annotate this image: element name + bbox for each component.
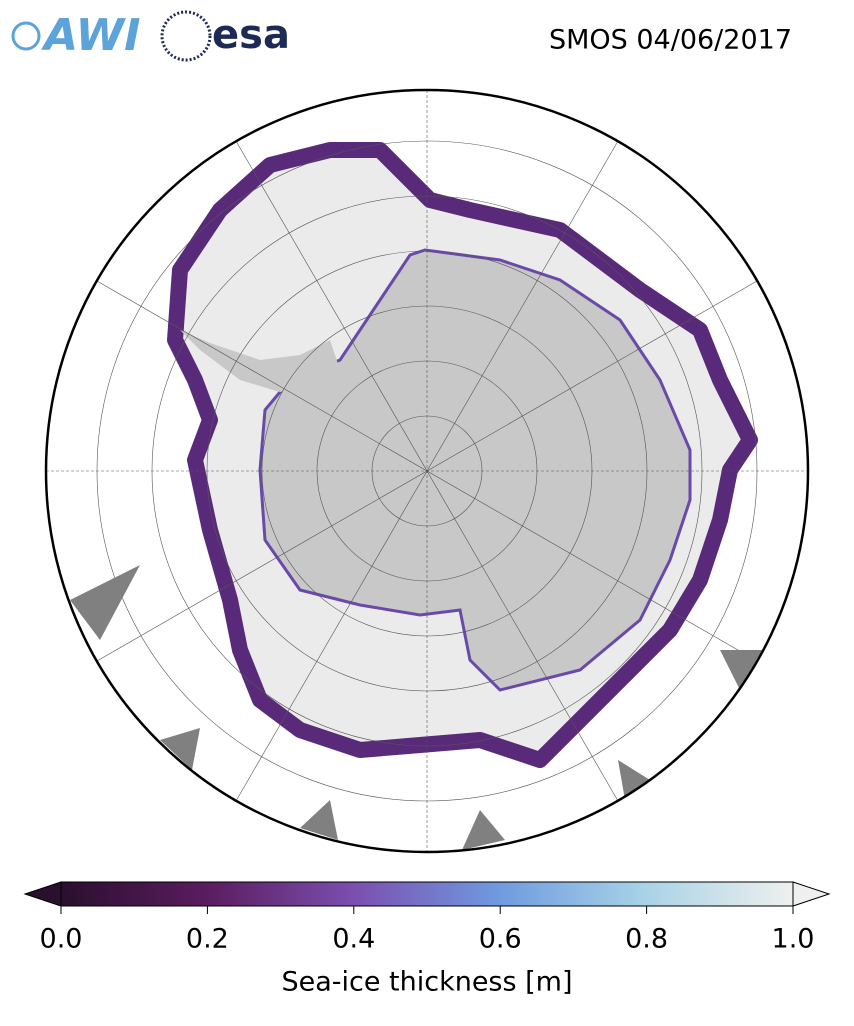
awi-logo: AWI bbox=[11, 10, 141, 61]
awi-text: AWI bbox=[41, 10, 141, 61]
graticule bbox=[46, 90, 808, 852]
esa-logo: esa bbox=[160, 10, 290, 62]
peninsula bbox=[180, 330, 340, 392]
esa-text: esa bbox=[212, 12, 290, 58]
colorbar bbox=[23, 881, 831, 914]
colorbar-tick-label: 0.8 bbox=[625, 924, 668, 955]
colorbar-body bbox=[60, 881, 794, 907]
colorbar-label: Sea-ice thickness [m] bbox=[281, 967, 572, 998]
map bbox=[46, 90, 808, 852]
colorbar-tick-label: 1.0 bbox=[772, 924, 815, 955]
colorbar-tick-label: 0.6 bbox=[479, 924, 522, 955]
colorbar-extend-low bbox=[23, 881, 62, 907]
map-title: SMOS 04/06/2017 bbox=[549, 25, 792, 56]
colorbar-tick-label: 0.2 bbox=[186, 924, 229, 955]
map-boundary bbox=[44, 88, 810, 854]
colorbar-tick-label: 0.4 bbox=[332, 924, 375, 955]
colorbar-extend-high bbox=[792, 881, 831, 907]
colorbar-tick-label: 0.0 bbox=[40, 924, 83, 955]
